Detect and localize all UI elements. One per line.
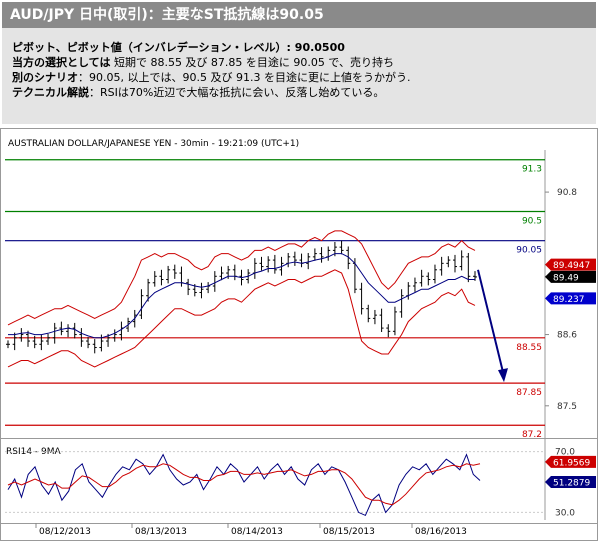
forecast-arrow-head [498, 368, 508, 383]
pivot-value: 90.0500 [294, 41, 345, 54]
preference-line: 当方の選択としては 短期で 88.55 及び 87.85 を目途に 90.05 … [12, 55, 410, 70]
rsi-tick-label: 70.0 [555, 448, 575, 458]
rsi-tag-bg [545, 476, 596, 489]
technical-value: ：RSIは70%近辺で大幅な抵抗に会い、反落し始めている。 [89, 86, 385, 99]
rsi-ma-line [7, 463, 481, 506]
analysis-text: ピボット、ピボット値（インバレデーション・レベル）: 90.0500 当方の選択… [12, 40, 410, 100]
pivot-line: ピボット、ピボット値（インバレデーション・レベル）: 90.0500 [12, 40, 410, 55]
level-label: 90.05 [516, 246, 542, 256]
chart-svg: AUSTRALIAN DOLLAR/JAPANESE YEN - 30min -… [0, 128, 598, 541]
chart-area: AUSTRALIAN DOLLAR/JAPANESE YEN - 30min -… [0, 128, 607, 553]
pivot-label: ピボット、ピボット値（インバレデーション・レベル）: [12, 41, 295, 54]
alternative-line: 別のシナリオ：90.05, 以上では、90.5 及び 91.3 を目途に更に上値… [12, 70, 410, 85]
lower-band [7, 269, 476, 368]
preference-value: 短期で 88.55 及び 87.85 を目途に 90.05 で、売り持ち [113, 56, 394, 69]
technical-line: テクニカル解説：RSIは70%近辺で大幅な抵抗に会い、反落し始めている。 [12, 85, 410, 100]
alternative-value: ：90.05, 以上では、90.5 及び 91.3 を目途に更に上値をうかがう. [78, 71, 411, 84]
x-tick-label: 08/14/2013 [231, 527, 283, 537]
y-tick-label: 88.6 [557, 331, 577, 341]
rsi-line [7, 453, 481, 517]
x-tick-label: 08/15/2013 [323, 527, 375, 537]
price-tag-ma: 89.237 [553, 295, 585, 305]
rsi-ma-tag-bg [545, 455, 596, 468]
preference-label: 当方の選択としては [12, 56, 111, 69]
price-tag-last: 89.49 [553, 273, 579, 283]
chart-title: AUSTRALIAN DOLLAR/JAPANESE YEN - 30min -… [8, 139, 299, 149]
rsi-tag: 51.2879 [553, 479, 590, 489]
price-tag-ma-bg [545, 292, 596, 305]
forecast-arrow-line [477, 269, 504, 373]
level-label: 87.2 [522, 430, 542, 440]
moving-average [8, 253, 475, 339]
level-label: 90.5 [522, 217, 542, 227]
alternative-label: 別のシナリオ [12, 71, 78, 84]
technical-label: テクニカル解説 [12, 86, 89, 99]
page-title: AUD/JPY 日中(取引)：主要なST抵抗線は90.05 [2, 2, 596, 28]
y-tick-label: 87.5 [557, 402, 577, 412]
price-tag-last-bg [545, 270, 596, 283]
chart-frame [0, 128, 598, 541]
price-tag-upper-bg [545, 258, 596, 271]
y-tick-label: 90.8 [557, 188, 577, 198]
level-label: 91.3 [522, 165, 542, 175]
header-panel: AUD/JPY 日中(取引)：主要なST抵抗線は90.05 ピボット、ピボット値… [2, 2, 596, 124]
rsi-ma-tag: 61.9569 [553, 458, 590, 468]
level-label: 87.85 [516, 388, 542, 398]
x-tick-label: 08/16/2013 [415, 527, 467, 537]
upper-band [7, 230, 476, 326]
level-label: 88.55 [516, 343, 542, 353]
x-tick-label: 08/13/2013 [135, 527, 187, 537]
price-tag-upper: 89.4947 [553, 261, 590, 271]
x-tick-label: 08/12/2013 [39, 527, 91, 537]
rsi-tick-label: 30.0 [555, 508, 575, 518]
